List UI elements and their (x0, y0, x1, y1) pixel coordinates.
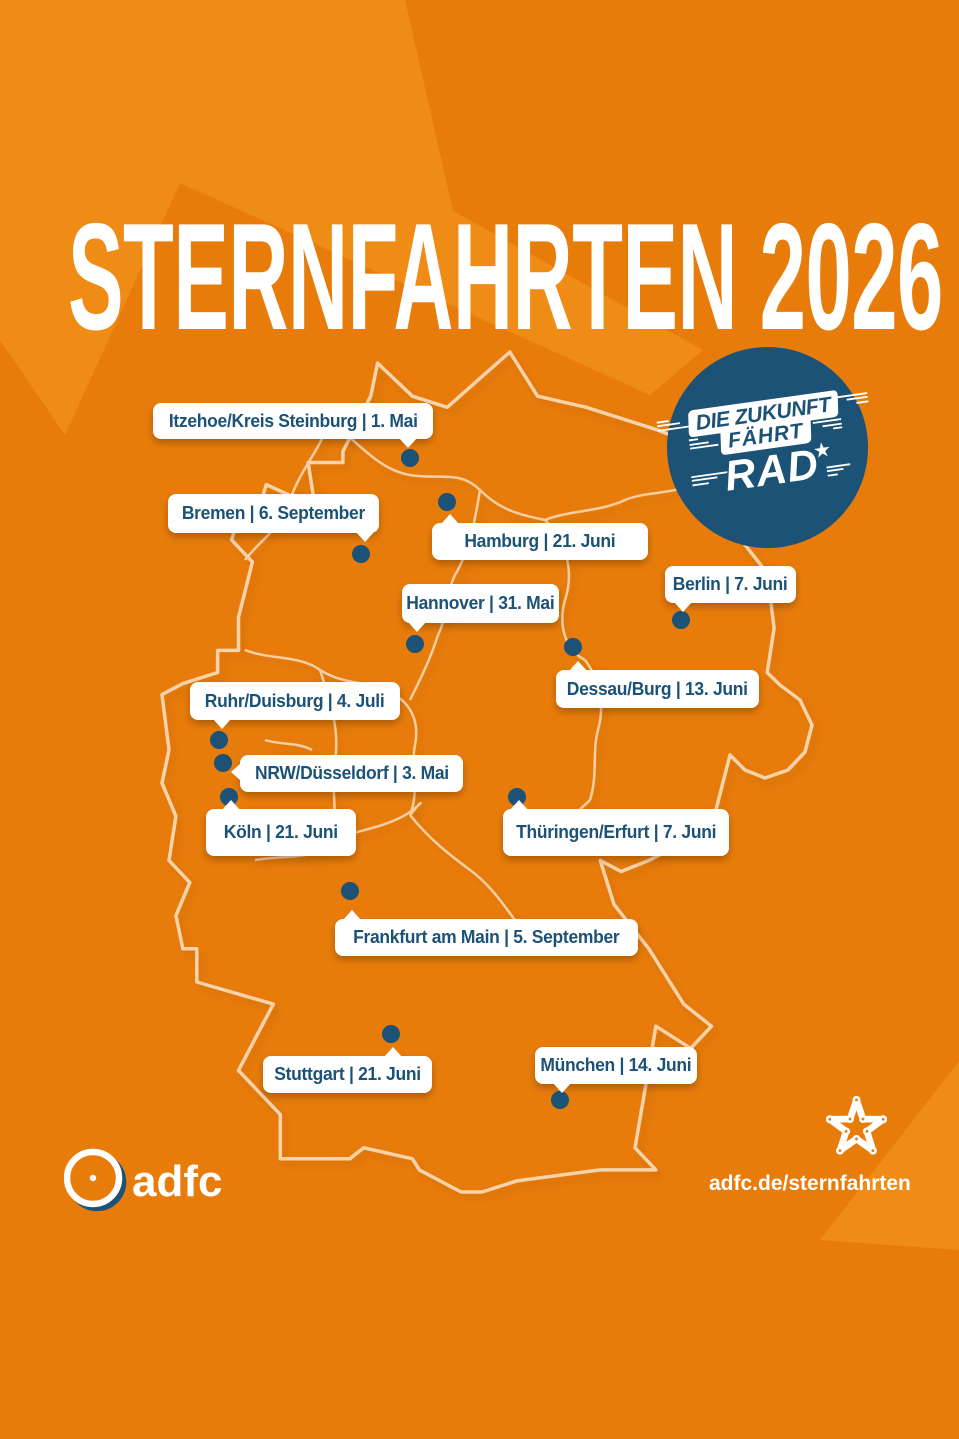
svg-text:adfc: adfc (132, 1157, 222, 1206)
